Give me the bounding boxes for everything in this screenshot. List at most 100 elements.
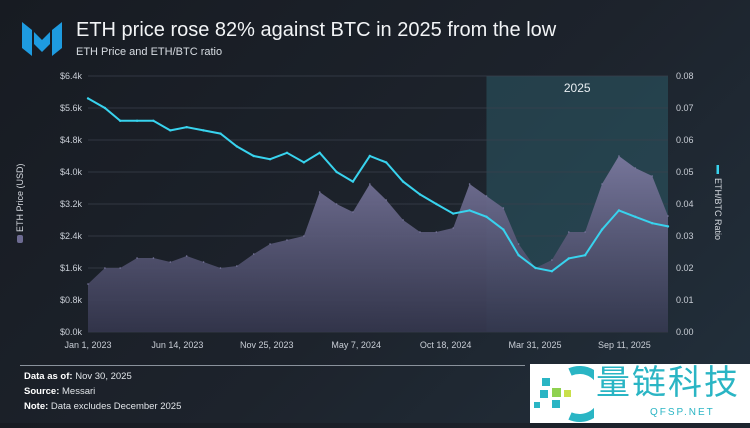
footer-divider	[20, 365, 525, 366]
eth-btc-ratio-point	[502, 228, 505, 231]
eth-price-point	[269, 243, 271, 245]
left-tick-label: $3.2k	[60, 199, 83, 209]
x-tick-label: Sep 11, 2025	[598, 340, 651, 350]
eth-btc-ratio-point	[219, 132, 222, 135]
source-label: Source:	[24, 386, 60, 397]
eth-btc-ratio-point	[418, 193, 422, 196]
left-tick-label: $4.8k	[60, 135, 83, 145]
left-tick-label: $0.0k	[60, 327, 83, 337]
eth-btc-ratio-point	[401, 180, 405, 183]
eth-btc-ratio-point	[368, 154, 372, 158]
eth-btc-ratio-point	[600, 228, 604, 231]
eth-btc-ratio-point	[302, 161, 306, 164]
eth-btc-ratio-point	[135, 119, 139, 123]
left-tick-label: $1.6k	[60, 263, 83, 273]
x-tick-label: May 7, 2024	[331, 340, 381, 350]
left-tick-label: $6.4k	[60, 71, 83, 81]
eth-price-point	[352, 211, 354, 213]
eth-price-point	[618, 155, 620, 157]
eth-price-point	[87, 283, 89, 285]
watermark	[530, 364, 750, 423]
data-as-of-label: Data as of:	[24, 371, 73, 382]
eth-price-point	[551, 259, 553, 261]
eth-btc-ratio-point	[335, 170, 338, 174]
eth-price-point	[402, 219, 404, 221]
eth-price-point	[419, 231, 421, 233]
right-tick-label: 0.00	[676, 327, 694, 337]
eth-btc-ratio-point	[185, 126, 188, 129]
eth-price-point	[185, 255, 188, 257]
eth-btc-ratio-point	[235, 145, 239, 148]
logo-icon	[22, 22, 62, 56]
eth-price-point	[236, 265, 238, 267]
eth-btc-ratio-point	[485, 215, 488, 218]
eth-btc-ratio-point	[285, 151, 289, 154]
x-tick-label: Nov 25, 2023	[240, 340, 294, 350]
eth-price-point	[104, 267, 106, 269]
eth-price-point	[369, 183, 371, 185]
note: Note: Data excludes December 2025	[24, 401, 181, 413]
left-tick-label: $2.4k	[60, 231, 83, 241]
eth-price-point	[335, 203, 338, 205]
source-value: Messari	[62, 386, 96, 397]
eth-btc-ratio-point	[268, 158, 272, 161]
eth-price-point	[468, 183, 471, 185]
eth-btc-ratio-point	[468, 209, 471, 212]
source: Source: Messari	[24, 386, 95, 398]
eth-btc-ratio-point	[534, 266, 537, 270]
eth-price-point	[584, 231, 586, 233]
eth-btc-ratio-point	[517, 254, 520, 257]
eth-btc-ratio-point	[86, 97, 90, 100]
eth-btc-ratio-point	[634, 215, 637, 218]
x-tick-label: Jun 14, 2023	[151, 340, 203, 350]
eth-price-point	[152, 257, 155, 259]
eth-price-point	[567, 231, 570, 233]
left-tick-label: $0.8k	[60, 295, 83, 305]
right-tick-label: 0.08	[676, 71, 694, 81]
right-tick-label: 0.01	[676, 295, 694, 305]
right-tick-label: 0.02	[676, 263, 694, 273]
chart-title: ETH price rose 82% against BTC in 2025 f…	[76, 19, 557, 41]
eth-price-point	[517, 243, 520, 245]
right-tick-label: 0.07	[676, 103, 694, 113]
eth-btc-ratio-point	[583, 254, 587, 257]
eth-btc-ratio-point	[550, 270, 554, 273]
chart-subtitle: ETH Price and ETH/BTC ratio	[76, 46, 223, 58]
watermark-text: 量链科技	[596, 363, 740, 403]
eth-btc-ratio-point	[666, 225, 670, 228]
watermark-logo-icon	[534, 366, 608, 422]
eth-btc-ratio-point	[617, 209, 621, 212]
eth-price-point	[286, 239, 288, 241]
note-value: Data excludes December 2025	[50, 401, 182, 412]
eth-price-point	[136, 257, 138, 259]
eth-btc-ratio-point	[435, 202, 438, 206]
right-axis-legend: ETH/BTC Ratio	[713, 165, 723, 240]
highlight-2025-label: 2025	[564, 81, 591, 95]
right-tick-label: 0.05	[676, 167, 694, 177]
left-tick-label: $4.0k	[60, 167, 83, 177]
note-label: Note:	[24, 401, 49, 412]
right-tick-label: 0.04	[676, 199, 694, 209]
eth-btc-ratio-point	[252, 154, 255, 158]
eth-price-area	[88, 156, 668, 332]
eth-price-point	[318, 191, 321, 193]
eth-price-point	[452, 227, 455, 229]
left-axis-legend: ETH Price (USD)	[15, 163, 25, 243]
eth-btc-ratio-line	[87, 97, 669, 273]
eth-price-point	[601, 183, 603, 185]
eth-price-point	[385, 199, 387, 201]
eth-btc-ratio-point	[452, 212, 455, 215]
eth-price-point	[119, 267, 121, 269]
data-as-of-value: Nov 30, 2025	[75, 371, 132, 382]
eth-price-point	[435, 231, 438, 233]
x-tick-label: Jan 1, 2023	[64, 340, 111, 350]
left-tick-label: $5.6k	[60, 103, 83, 113]
eth-btc-ratio-point	[650, 222, 654, 225]
eth-btc-ratio-point	[384, 161, 388, 164]
eth-btc-ratio-point	[152, 119, 155, 123]
eth-btc-ratio-point	[567, 257, 570, 260]
eth-price-point	[634, 167, 637, 169]
eth-btc-ratio-point	[169, 129, 172, 132]
left-axis-label: ETH Price (USD)	[15, 163, 25, 232]
